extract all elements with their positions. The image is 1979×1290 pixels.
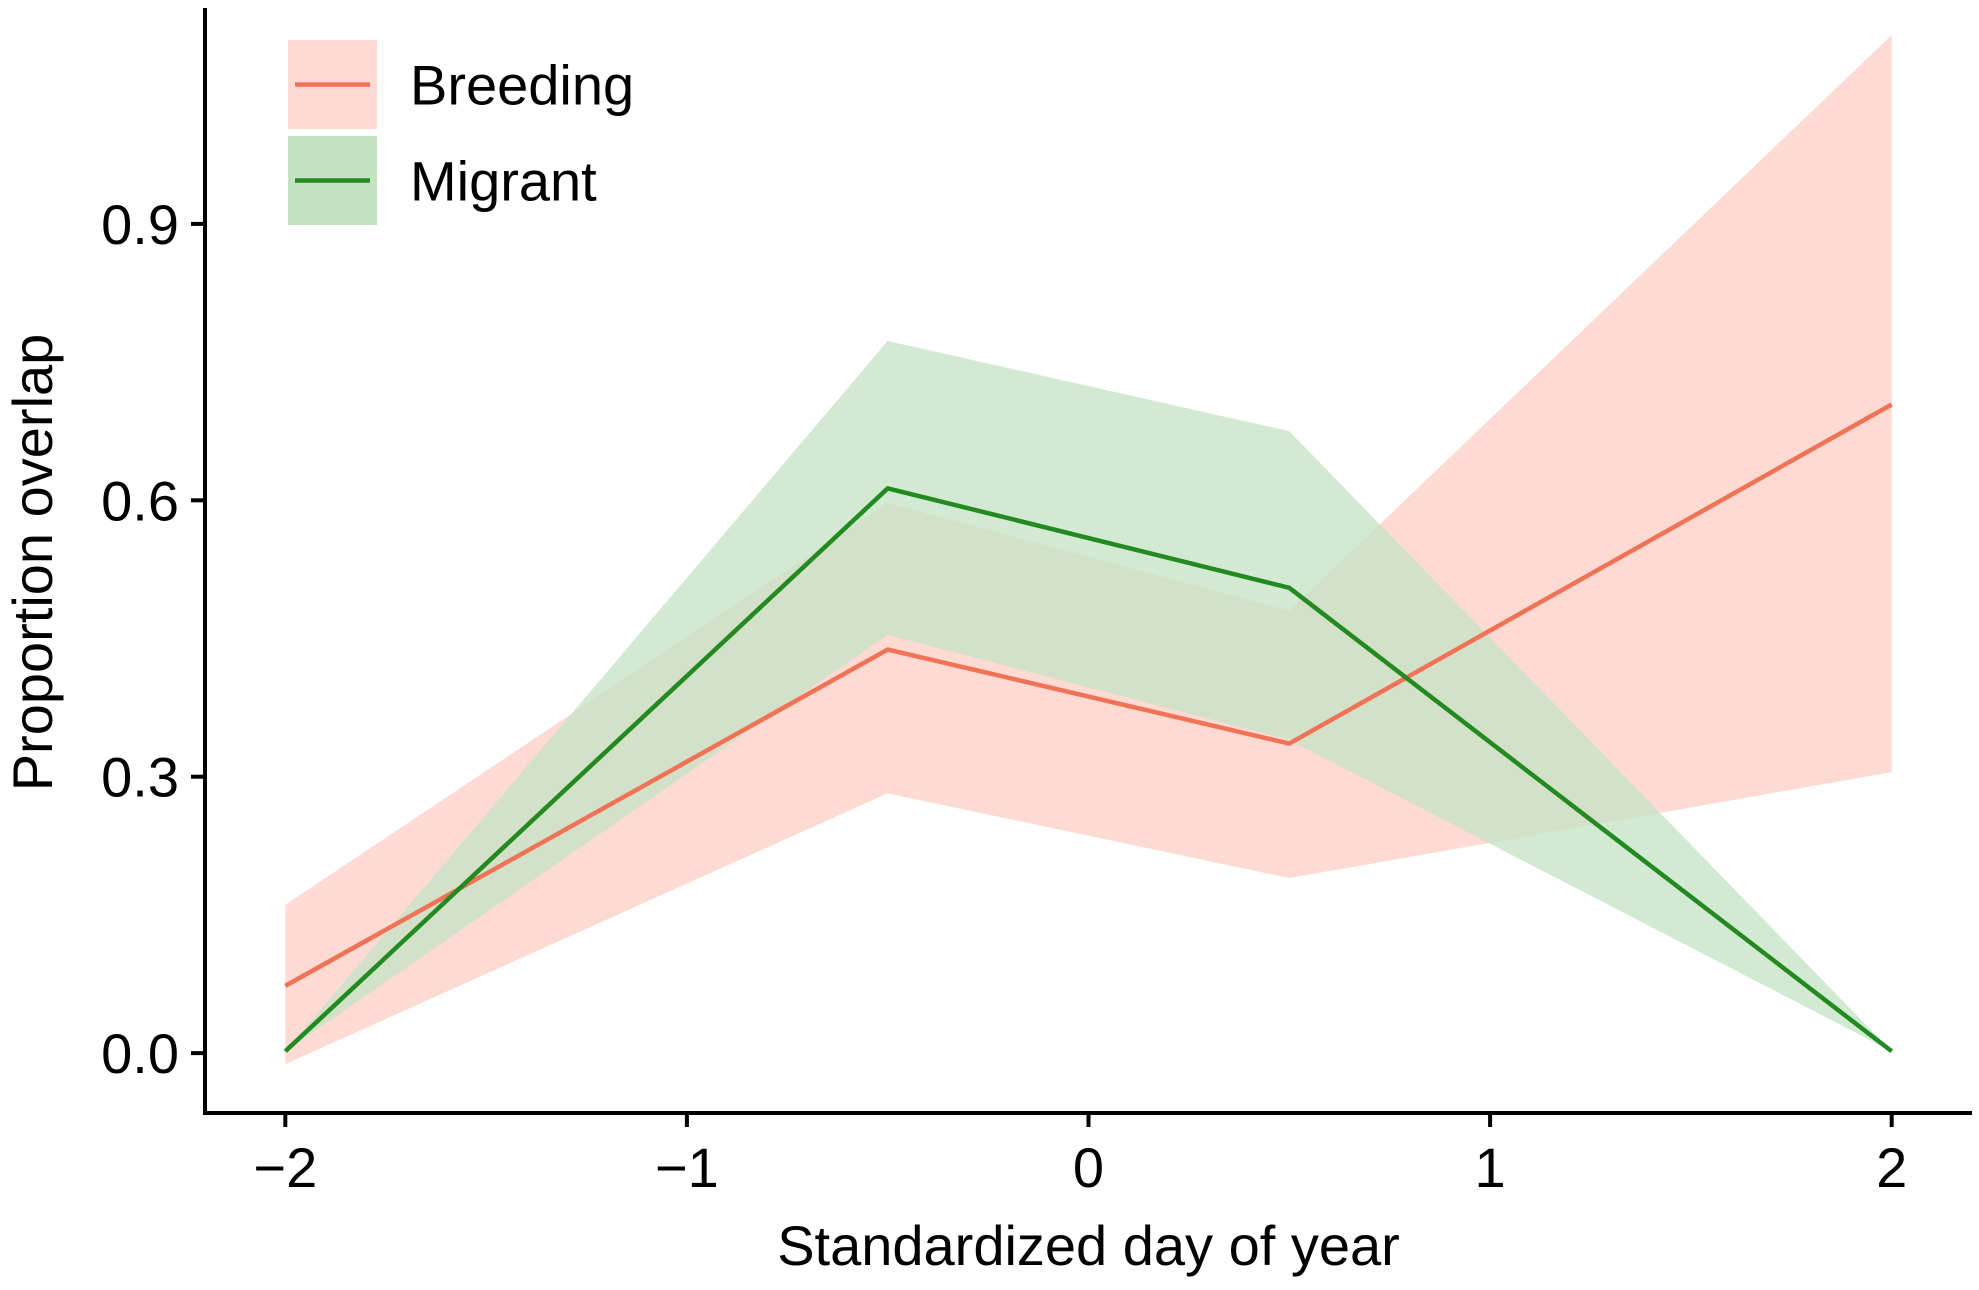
y-tick-label: 0.0 bbox=[101, 1022, 179, 1085]
line-breeding bbox=[284, 402, 1893, 988]
ribbon-migrant bbox=[285, 340, 1892, 1052]
y-tick-label: 0.9 bbox=[101, 193, 179, 256]
y-tick-label: 0.6 bbox=[101, 469, 179, 532]
y-axis-ticks: 0.0 0.3 0.6 0.9 bbox=[101, 193, 205, 1085]
x-axis-ticks: −2 −1 0 1 2 bbox=[253, 1113, 1907, 1199]
legend: Breeding Migrant bbox=[288, 40, 634, 225]
legend-item-breeding: Breeding bbox=[288, 40, 634, 129]
series-lines bbox=[283, 402, 1894, 1054]
x-tick-label: −1 bbox=[655, 1136, 719, 1199]
line-migrant bbox=[283, 486, 1894, 1054]
confidence-ribbons bbox=[285, 35, 1892, 1065]
x-tick-label: −2 bbox=[253, 1136, 317, 1199]
legend-label: Breeding bbox=[410, 54, 634, 117]
legend-item-migrant: Migrant bbox=[288, 136, 597, 225]
y-tick-label: 0.3 bbox=[101, 746, 179, 809]
x-axis-title: Standardized day of year bbox=[777, 1214, 1400, 1277]
x-tick-label: 1 bbox=[1475, 1136, 1506, 1199]
x-tick-label: 2 bbox=[1876, 1136, 1907, 1199]
y-axis-title: Proportion overlap bbox=[1, 334, 64, 792]
x-tick-label: 0 bbox=[1073, 1136, 1104, 1199]
legend-label: Migrant bbox=[410, 150, 597, 213]
